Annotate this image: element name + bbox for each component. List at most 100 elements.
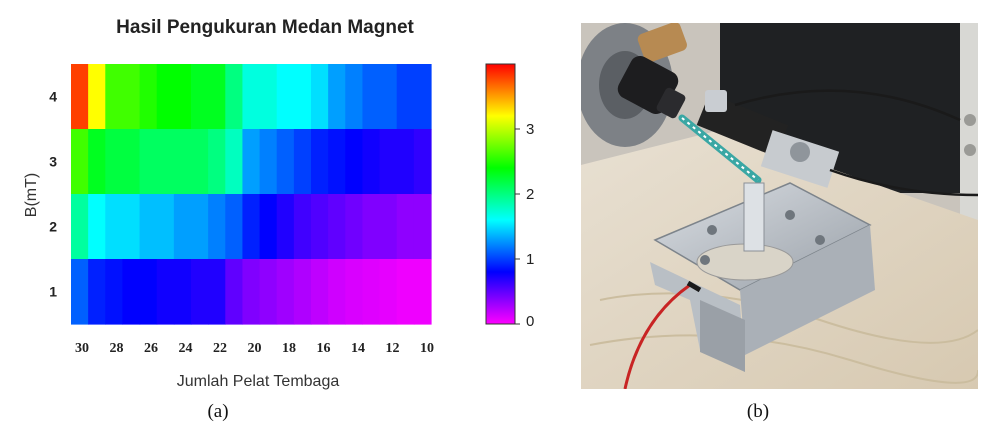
heatmap-cell (139, 194, 158, 260)
heatmap-cell (311, 194, 329, 260)
heatmap-cell (225, 259, 244, 325)
heatmap-cell (259, 194, 278, 260)
x-tick-label: 14 (351, 341, 365, 356)
heatmap-cell (345, 194, 364, 260)
heatmap-cell (156, 64, 175, 130)
heatmap-cell (105, 259, 124, 325)
x-tick-label: 26 (144, 341, 158, 356)
heatmap-cell (122, 129, 141, 195)
colorbar-tick-label: 3 (526, 121, 534, 138)
heatmap-cell (413, 64, 432, 130)
heatmap-cell (345, 259, 364, 325)
heatmap-cell (345, 64, 364, 130)
heatmap-cell (225, 194, 244, 260)
heatmap-cell (379, 129, 398, 195)
y-axis-ticks: 4 3 2 1 (49, 89, 57, 300)
heatmap-cell (71, 194, 89, 260)
heatmap-cell (173, 129, 192, 195)
x-tick-label: 16 (317, 341, 331, 356)
y-axis-title: B(mT) (23, 173, 40, 217)
x-tick-label: 22 (213, 341, 227, 356)
heatmap-cell (311, 259, 329, 325)
heatmap-cell (122, 259, 141, 325)
colorbar-tick-label: 2 (526, 186, 534, 203)
heatmap-cell (173, 259, 192, 325)
heatmap-cell (191, 194, 209, 260)
heatmap-cell (293, 194, 312, 260)
y-tick-label: 1 (49, 284, 57, 300)
chart-title: Hasil Pengukuran Medan Magnet (116, 17, 414, 38)
y-tick-label: 4 (49, 89, 57, 105)
heatmap-cell (345, 129, 364, 195)
y-tick-label: 2 (49, 219, 57, 235)
heatmap-cell (139, 64, 158, 130)
heatmap-cell (139, 259, 158, 325)
x-tick-label: 30 (75, 341, 89, 356)
heatmap-cell (88, 194, 106, 260)
heatmap-cell (328, 64, 346, 130)
x-axis-title: Jumlah Pelat Tembaga (177, 373, 340, 390)
heatmap-cell (139, 129, 158, 195)
caption-b: (b) (747, 401, 769, 422)
heatmap-cell (311, 129, 329, 195)
heatmap-cell (379, 64, 398, 130)
heatmap-cell (259, 259, 278, 325)
heatmap-cell (328, 129, 346, 195)
heatmap-cell (208, 129, 226, 195)
heatmap-cell (259, 64, 278, 130)
heatmap-cell (191, 259, 209, 325)
heatmap-cell (208, 64, 226, 130)
heatmap-cell (191, 64, 209, 130)
heatmap-cell (293, 129, 312, 195)
heatmap-cell (88, 64, 106, 130)
y-tick-label: 3 (49, 154, 57, 170)
heatmap-cell (208, 194, 226, 260)
x-axis-ticks: 30 28 26 24 22 20 18 16 14 12 10 (75, 341, 434, 356)
heatmap-cell (156, 259, 175, 325)
heatmap-cell (242, 259, 261, 325)
heatmap-cell (71, 129, 89, 195)
colorbar (485, 63, 516, 325)
heatmap-cell (173, 194, 192, 260)
x-tick-label: 20 (248, 341, 262, 356)
heatmap-cell (242, 64, 261, 130)
heatmap-cell (105, 129, 124, 195)
heatmap-cell (396, 64, 415, 130)
heatmap-cell (71, 259, 89, 325)
heatmap-cell (362, 129, 381, 195)
colorbar-tick-label: 0 (526, 313, 534, 330)
heatmap-cell (379, 259, 398, 325)
heatmap-cell (242, 129, 261, 195)
x-tick-label: 10 (420, 341, 434, 356)
heatmap-cell (413, 129, 432, 195)
heatmap-cell (122, 194, 141, 260)
heatmap-cell (225, 129, 244, 195)
colorbar-tick-label: 1 (526, 251, 534, 268)
heatmap-cell (208, 259, 226, 325)
heatmap-cell (293, 64, 312, 130)
x-tick-label: 12 (386, 341, 400, 356)
heatmap-cell (362, 259, 381, 325)
heatmap-cell (311, 64, 329, 130)
heatmap-plot (71, 64, 432, 325)
heatmap-cell (276, 129, 295, 195)
heatmap-cell (413, 194, 432, 260)
heatmap-cell (105, 194, 124, 260)
heatmap-cell (105, 64, 124, 130)
x-tick-label: 18 (282, 341, 296, 356)
heatmap-cell (413, 259, 432, 325)
heatmap-cell (88, 259, 106, 325)
heatmap-cell (362, 194, 381, 260)
heatmap-cell (242, 194, 261, 260)
x-tick-label: 28 (110, 341, 124, 356)
heatmap-cell (122, 64, 141, 130)
heatmap-cell (191, 129, 209, 195)
heatmap-cell (173, 64, 192, 130)
heatmap-cell (396, 259, 415, 325)
heatmap-cell (225, 64, 244, 130)
heatmap-cell (88, 129, 106, 195)
heatmap-cell (379, 194, 398, 260)
heatmap-cell (396, 194, 415, 260)
